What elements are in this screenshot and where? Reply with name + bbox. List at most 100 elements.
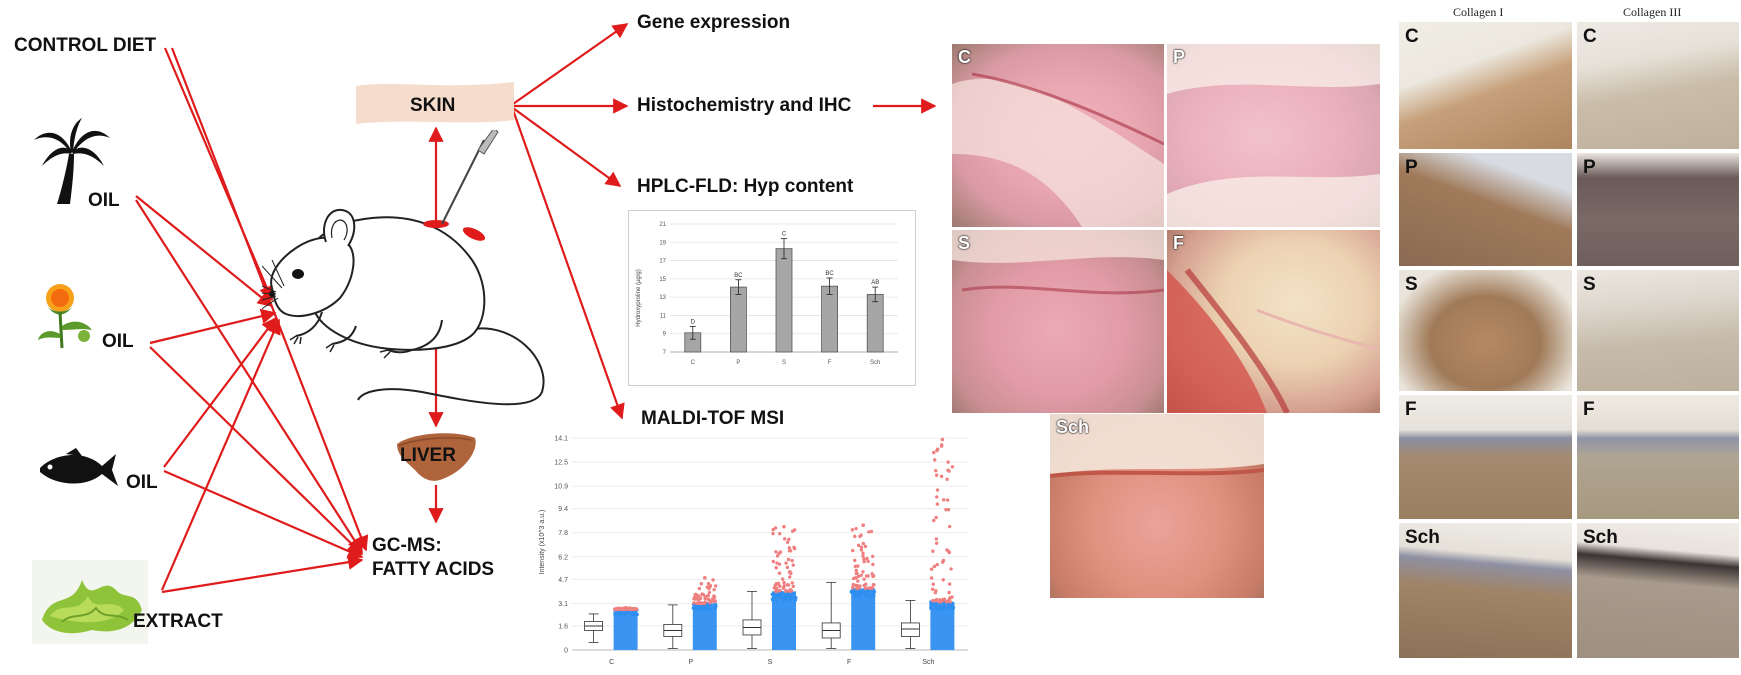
outlier-point: [865, 556, 869, 561]
control-diet-label: CONTROL DIET: [14, 35, 157, 56]
scatter-point: [779, 592, 784, 597]
outlier-point: [692, 597, 696, 601]
gene-expression-label: Gene expression: [637, 12, 791, 33]
outlier-point: [851, 576, 856, 581]
gcms-label: GC-MS:: [372, 535, 442, 556]
mouse-illustration: [262, 130, 545, 406]
scatter-point: [856, 594, 860, 598]
bar-xtick-label: S: [782, 360, 786, 366]
outlier-point: [853, 564, 858, 569]
outlier-point: [870, 554, 875, 559]
scatter-point: [791, 591, 795, 596]
box-ylabel: Intensity (x10^3 a.u.): [539, 510, 546, 575]
box-ytick-label: 10.9: [554, 484, 568, 491]
ihc-col1-label-f: F: [1405, 399, 1417, 420]
outlier-point: [782, 580, 786, 585]
outlier-point: [941, 560, 945, 564]
arrow-palm-to-gcms: [135, 199, 363, 554]
outlier-point: [692, 601, 696, 605]
scatter-point: [936, 607, 941, 611]
scatter-point: [695, 606, 699, 610]
outlier-point: [782, 537, 787, 541]
bar-p: [730, 286, 747, 353]
bar-ytick-label: 17: [659, 259, 666, 265]
bar-ytick-label: 21: [659, 222, 666, 228]
outlier-point: [777, 532, 782, 536]
bar-f: [821, 285, 839, 353]
outlier-point: [940, 437, 945, 442]
ihc-col2-label-sch: Sch: [1583, 527, 1618, 548]
outlier-point: [854, 571, 859, 576]
arrow-extract-to-gcms: [161, 554, 364, 594]
ihc-col1-s: S: [1399, 270, 1572, 391]
outlier-point: [711, 578, 715, 582]
outlier-point: [788, 549, 793, 553]
outlier-point: [853, 558, 857, 563]
outlier-point: [701, 592, 705, 597]
outlier-point: [935, 562, 939, 567]
outlier-point: [856, 585, 860, 590]
outlier-point: [707, 590, 712, 595]
bar-ytick-label: 9: [663, 332, 667, 338]
scatter-point: [943, 605, 947, 609]
outlier-point: [777, 571, 782, 575]
outlier-point: [778, 588, 782, 593]
outlier-point: [929, 567, 934, 571]
outlier-point: [774, 566, 778, 570]
outlier-point: [634, 607, 639, 611]
outlier-point: [931, 582, 935, 586]
ihc-col1-label-s: S: [1405, 274, 1418, 295]
box-xtick-label: C: [609, 659, 614, 666]
arrow-skin-to-hplc: [512, 107, 622, 187]
ihc-col1-sch: Sch: [1399, 523, 1572, 658]
bar-xtick-label: Sch: [870, 360, 880, 366]
outlier-point: [781, 586, 786, 591]
outlier-point: [945, 477, 949, 481]
scatter-point: [691, 606, 696, 610]
fish-icon: [40, 448, 118, 486]
hplc-label: HPLC-FLD: Hyp content: [637, 176, 854, 197]
box-ytick-label: 12.5: [554, 460, 568, 467]
outlier-point: [934, 537, 939, 541]
outlier-point: [859, 545, 864, 549]
outlier-point: [854, 526, 858, 531]
outlier-point: [948, 600, 952, 604]
outlier-point: [787, 546, 792, 550]
outlier-point: [947, 524, 952, 529]
scatter-point: [617, 612, 621, 616]
outlier-point: [782, 584, 786, 588]
outlier-point: [946, 460, 950, 464]
arrow-safflower-to-gcms: [149, 346, 364, 556]
outlier-point: [621, 607, 625, 612]
liver-label: LIVER: [400, 445, 456, 466]
scatter-point: [699, 606, 703, 610]
outlier-point: [703, 597, 707, 601]
maldi-label: MALDI-TOF MSI: [641, 408, 785, 429]
fatty-acids-label: FATTY ACIDS: [372, 559, 495, 580]
outlier-point: [697, 597, 701, 602]
outlier-point: [862, 559, 866, 564]
outlier-point: [703, 576, 707, 580]
outlier-point: [623, 606, 628, 610]
outlier-point: [791, 584, 795, 589]
scatter-point: [929, 606, 933, 610]
outlier-point: [856, 579, 860, 583]
outlier-point: [628, 606, 633, 610]
outlier-point: [945, 498, 950, 502]
outlier-point: [859, 573, 863, 577]
outlier-point: [869, 529, 874, 534]
significance-label: AB: [871, 280, 879, 286]
outlier-point: [856, 574, 861, 579]
outlier-point: [616, 607, 621, 611]
bar-ytick-label: 15: [659, 277, 666, 283]
outlier-point: [786, 557, 791, 562]
scatter-point: [853, 593, 857, 597]
bar-sch: [866, 294, 884, 353]
outlier-point: [785, 589, 789, 593]
box-ytick-label: 9.4: [558, 506, 568, 513]
scatter-point: [708, 607, 712, 612]
outlier-point: [862, 583, 866, 588]
ihc-col1-label-c: C: [1405, 26, 1419, 47]
outlier-point: [784, 561, 788, 565]
scatter-point: [864, 594, 868, 598]
